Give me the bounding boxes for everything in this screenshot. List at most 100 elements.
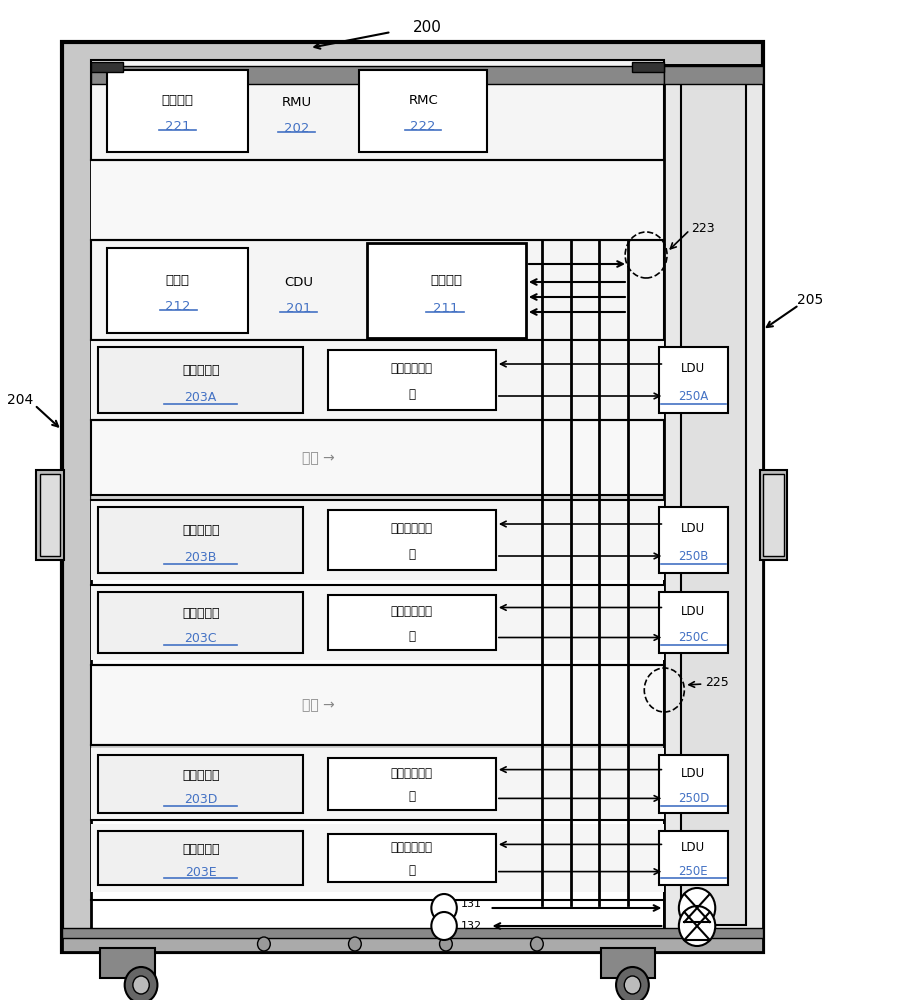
Bar — [107, 248, 248, 333]
Bar — [100, 948, 155, 978]
Text: 液体系: 液体系 — [166, 273, 189, 286]
Bar — [601, 948, 655, 978]
Bar — [62, 928, 763, 938]
Text: 132: 132 — [460, 921, 481, 931]
Text: 203E: 203E — [185, 866, 217, 879]
Circle shape — [431, 894, 457, 922]
Text: LDU: LDU — [682, 361, 705, 374]
Bar — [107, 70, 248, 152]
Bar — [91, 748, 664, 820]
Text: 一个或多个冷: 一个或多个冷 — [390, 767, 433, 780]
Text: 板: 板 — [409, 388, 415, 401]
Text: LDU: LDU — [682, 767, 705, 780]
Bar — [40, 474, 60, 556]
Text: 一个或多个冷: 一个或多个冷 — [390, 605, 433, 618]
Text: 211: 211 — [433, 302, 459, 314]
Text: 203C: 203C — [185, 632, 217, 646]
Bar — [760, 470, 787, 560]
Text: 204: 204 — [7, 393, 33, 407]
Bar — [91, 240, 664, 250]
Bar — [659, 592, 728, 653]
Circle shape — [133, 976, 149, 994]
Bar — [62, 42, 763, 952]
Bar — [632, 62, 664, 72]
Text: LDU: LDU — [682, 522, 705, 534]
Bar — [91, 160, 664, 240]
Text: 250D: 250D — [678, 792, 709, 805]
Bar — [763, 474, 784, 556]
Bar — [328, 595, 496, 650]
Text: 刀片服务器: 刀片服务器 — [182, 843, 219, 856]
Bar — [328, 758, 496, 810]
Circle shape — [679, 906, 715, 946]
Bar — [62, 932, 763, 952]
Text: 201: 201 — [286, 302, 311, 314]
Text: 250A: 250A — [678, 389, 709, 402]
Text: 202: 202 — [284, 121, 309, 134]
Bar — [91, 495, 664, 505]
Bar — [91, 740, 664, 750]
Bar — [91, 420, 664, 495]
Text: 刀片服务器: 刀片服务器 — [182, 769, 219, 782]
Bar — [91, 340, 664, 420]
Text: 250C: 250C — [678, 631, 709, 644]
Text: 板: 板 — [409, 630, 415, 642]
Circle shape — [679, 888, 715, 928]
Bar — [91, 62, 123, 72]
Bar — [659, 831, 728, 885]
Text: 板: 板 — [409, 548, 415, 561]
Text: 222: 222 — [410, 119, 436, 132]
Circle shape — [531, 937, 543, 951]
Text: 250E: 250E — [679, 865, 708, 878]
Text: LDU: LDU — [682, 841, 705, 854]
Text: 203A: 203A — [185, 391, 217, 404]
Text: RMU: RMU — [281, 96, 312, 108]
Text: 气流 →: 气流 → — [302, 451, 335, 465]
Bar — [328, 350, 496, 410]
Circle shape — [349, 937, 361, 951]
Bar — [359, 70, 487, 152]
Text: 131: 131 — [460, 899, 481, 909]
Text: 一个或多个冷: 一个或多个冷 — [390, 522, 433, 534]
Text: 刀片服务器: 刀片服务器 — [182, 364, 219, 377]
Text: 203D: 203D — [184, 793, 217, 806]
Text: 板: 板 — [409, 864, 415, 877]
Text: 一个或多个冷: 一个或多个冷 — [390, 361, 433, 374]
Circle shape — [624, 976, 641, 994]
Text: 板: 板 — [409, 790, 415, 803]
Circle shape — [440, 937, 452, 951]
Bar — [91, 500, 664, 580]
Bar — [328, 834, 496, 882]
Bar — [98, 831, 303, 885]
Text: 优化模块: 优化模块 — [161, 94, 194, 106]
Bar — [659, 347, 728, 413]
Text: LDU: LDU — [682, 605, 705, 618]
Bar — [91, 665, 664, 745]
Text: 200: 200 — [413, 20, 442, 35]
Bar — [91, 585, 664, 660]
Bar — [681, 80, 746, 925]
Bar — [91, 824, 664, 892]
Bar — [659, 507, 728, 573]
Text: 250B: 250B — [678, 550, 709, 562]
Text: 热交换器: 热交换器 — [430, 273, 462, 286]
Text: 223: 223 — [692, 222, 715, 234]
Circle shape — [125, 967, 157, 1000]
Bar — [91, 66, 664, 84]
Text: 刀片服务器: 刀片服务器 — [182, 607, 219, 620]
Bar — [664, 65, 763, 935]
Text: 225: 225 — [705, 676, 729, 688]
Circle shape — [431, 912, 457, 940]
Bar — [91, 60, 664, 160]
Bar — [91, 65, 664, 935]
Circle shape — [258, 937, 270, 951]
Bar — [367, 243, 526, 338]
Text: 212: 212 — [165, 300, 190, 312]
Text: 刀片服务器: 刀片服务器 — [182, 524, 219, 537]
Bar — [98, 755, 303, 813]
Text: 221: 221 — [165, 119, 190, 132]
Text: 气流 →: 气流 → — [302, 698, 335, 712]
Bar — [98, 507, 303, 573]
Circle shape — [616, 967, 649, 1000]
Bar — [91, 240, 664, 340]
